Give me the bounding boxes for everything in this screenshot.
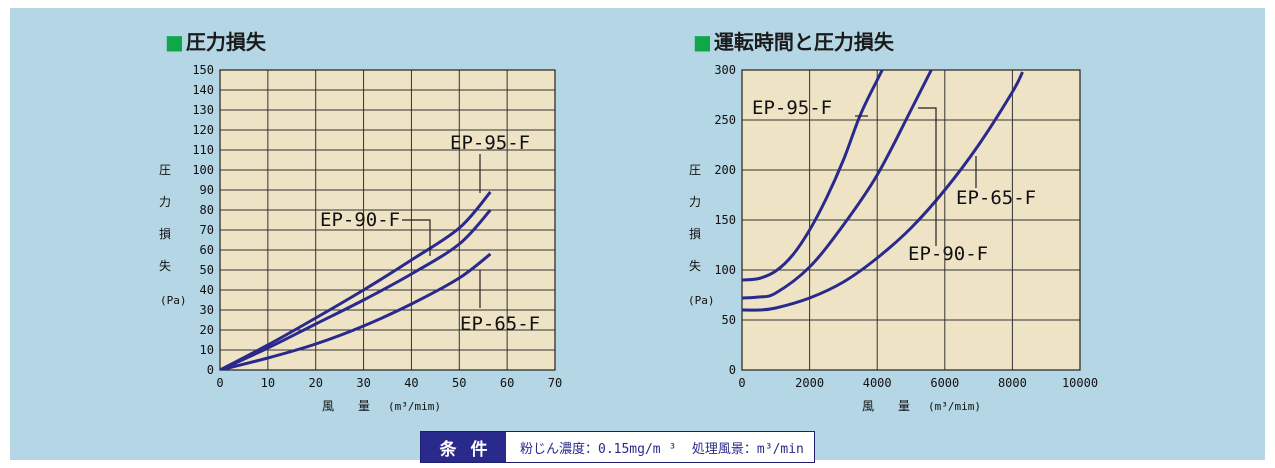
x-tick-label: 4000 — [863, 376, 892, 390]
green-square-icon: ■ — [693, 30, 712, 54]
series-line-ep-90-f — [220, 208, 492, 370]
series-line-ep-65-f — [742, 71, 1024, 312]
y-tick-label: 110 — [192, 143, 214, 157]
series-label-ep-95-f: EP-95-F — [450, 132, 530, 154]
y-tick-label: 50 — [722, 313, 736, 327]
y-tick-label: 70 — [200, 223, 214, 237]
x-axis-label: 風 量 — [862, 399, 910, 413]
y-tick-label: 90 — [200, 183, 214, 197]
y-tick-label: 0 — [729, 363, 736, 377]
x-tick-label: 8000 — [998, 376, 1027, 390]
y-tick-label: 150 — [714, 213, 736, 227]
y-tick-label: 20 — [200, 323, 214, 337]
y-axis-unit: (Pa) — [688, 294, 715, 307]
x-axis-unit: (m³/mim) — [388, 400, 441, 413]
plot-area — [220, 70, 555, 370]
y-tick-label: 140 — [192, 83, 214, 97]
x-axis-label: 風 量 — [322, 399, 370, 413]
y-tick-label: 80 — [200, 203, 214, 217]
y-tick-label: 130 — [192, 103, 214, 117]
conditions-label: 条件 — [421, 432, 506, 462]
x-tick-label: 60 — [500, 376, 514, 390]
x-tick-label: 50 — [452, 376, 466, 390]
x-tick-label: 70 — [548, 376, 562, 390]
series-label-ep-65-f: EP-65-F — [460, 313, 540, 335]
y-axis-label-char: 圧 — [159, 163, 171, 177]
y-tick-label: 40 — [200, 283, 214, 297]
y-tick-label: 0 — [207, 363, 214, 377]
leader-line — [402, 219, 431, 256]
y-tick-label: 50 — [200, 263, 214, 277]
y-tick-label: 150 — [192, 63, 214, 77]
plot-frame — [219, 69, 556, 371]
x-tick-label: 40 — [404, 376, 418, 390]
series-label-ep-90-f: EP-90-F — [908, 243, 988, 265]
y-axis-label-char: 圧 — [689, 163, 701, 177]
y-axis-label-char: 損 — [689, 226, 701, 241]
y-tick-label: 10 — [200, 343, 214, 357]
conditions-text: 粉じん濃度：0.15mg/m ³ 処理風景：m³/min — [520, 441, 804, 457]
y-axis-label-char: 力 — [689, 195, 701, 209]
x-axis-unit: (m³/mim) — [928, 400, 981, 413]
series-line-ep-95-f — [220, 191, 492, 370]
x-tick-label: 10000 — [1062, 376, 1098, 390]
y-tick-label: 100 — [714, 263, 736, 277]
y-axis-label-char: 失 — [689, 258, 701, 273]
green-square-icon: ■ — [165, 30, 184, 54]
y-axis-unit: (Pa) — [160, 294, 187, 307]
figure-panel: ■ 圧力損失 ■ 運転時間と圧力損失 0 10 20 30 40 50 60 70 80 90 100 1… — [10, 8, 1265, 463]
series-line-ep-65-f — [220, 252, 492, 370]
x-tick-label: 6000 — [930, 376, 959, 390]
y-tick-label: 60 — [200, 243, 214, 257]
y-axis-label-char: 損 — [159, 226, 171, 241]
y-axis-label-char: 力 — [159, 195, 171, 209]
series-label-ep-90-f: EP-90-F — [320, 209, 400, 231]
y-tick-label: 30 — [200, 303, 214, 317]
y-tick-label: 250 — [714, 113, 736, 127]
y-axis-label-char: 失 — [159, 258, 171, 273]
leader-line — [918, 107, 937, 246]
y-tick-label: 100 — [192, 163, 214, 177]
y-tick-label: 200 — [714, 163, 736, 177]
chart-2-title: ■ 運転時間と圧力損失 — [693, 30, 894, 54]
series-label-ep-95-f: EP-95-F — [752, 97, 832, 119]
series-line-ep-90-f — [742, 70, 933, 300]
series-label-ep-65-f: EP-65-F — [956, 187, 1036, 209]
x-tick-label: 20 — [308, 376, 322, 390]
x-tick-label: 0 — [216, 376, 223, 390]
x-tick-label: 10 — [261, 376, 275, 390]
chart-1-title: ■ 圧力損失 — [165, 30, 266, 54]
y-tick-label: 300 — [714, 63, 736, 77]
x-tick-label: 30 — [356, 376, 370, 390]
conditions-box: 条件 粉じん濃度：0.15mg/m ³ 処理風景：m³/min — [420, 431, 815, 463]
plot-frame — [741, 69, 1081, 371]
x-tick-label: 0 — [738, 376, 745, 390]
series-line-ep-95-f — [742, 70, 884, 282]
y-tick-label: 120 — [192, 123, 214, 137]
x-tick-label: 2000 — [795, 376, 824, 390]
